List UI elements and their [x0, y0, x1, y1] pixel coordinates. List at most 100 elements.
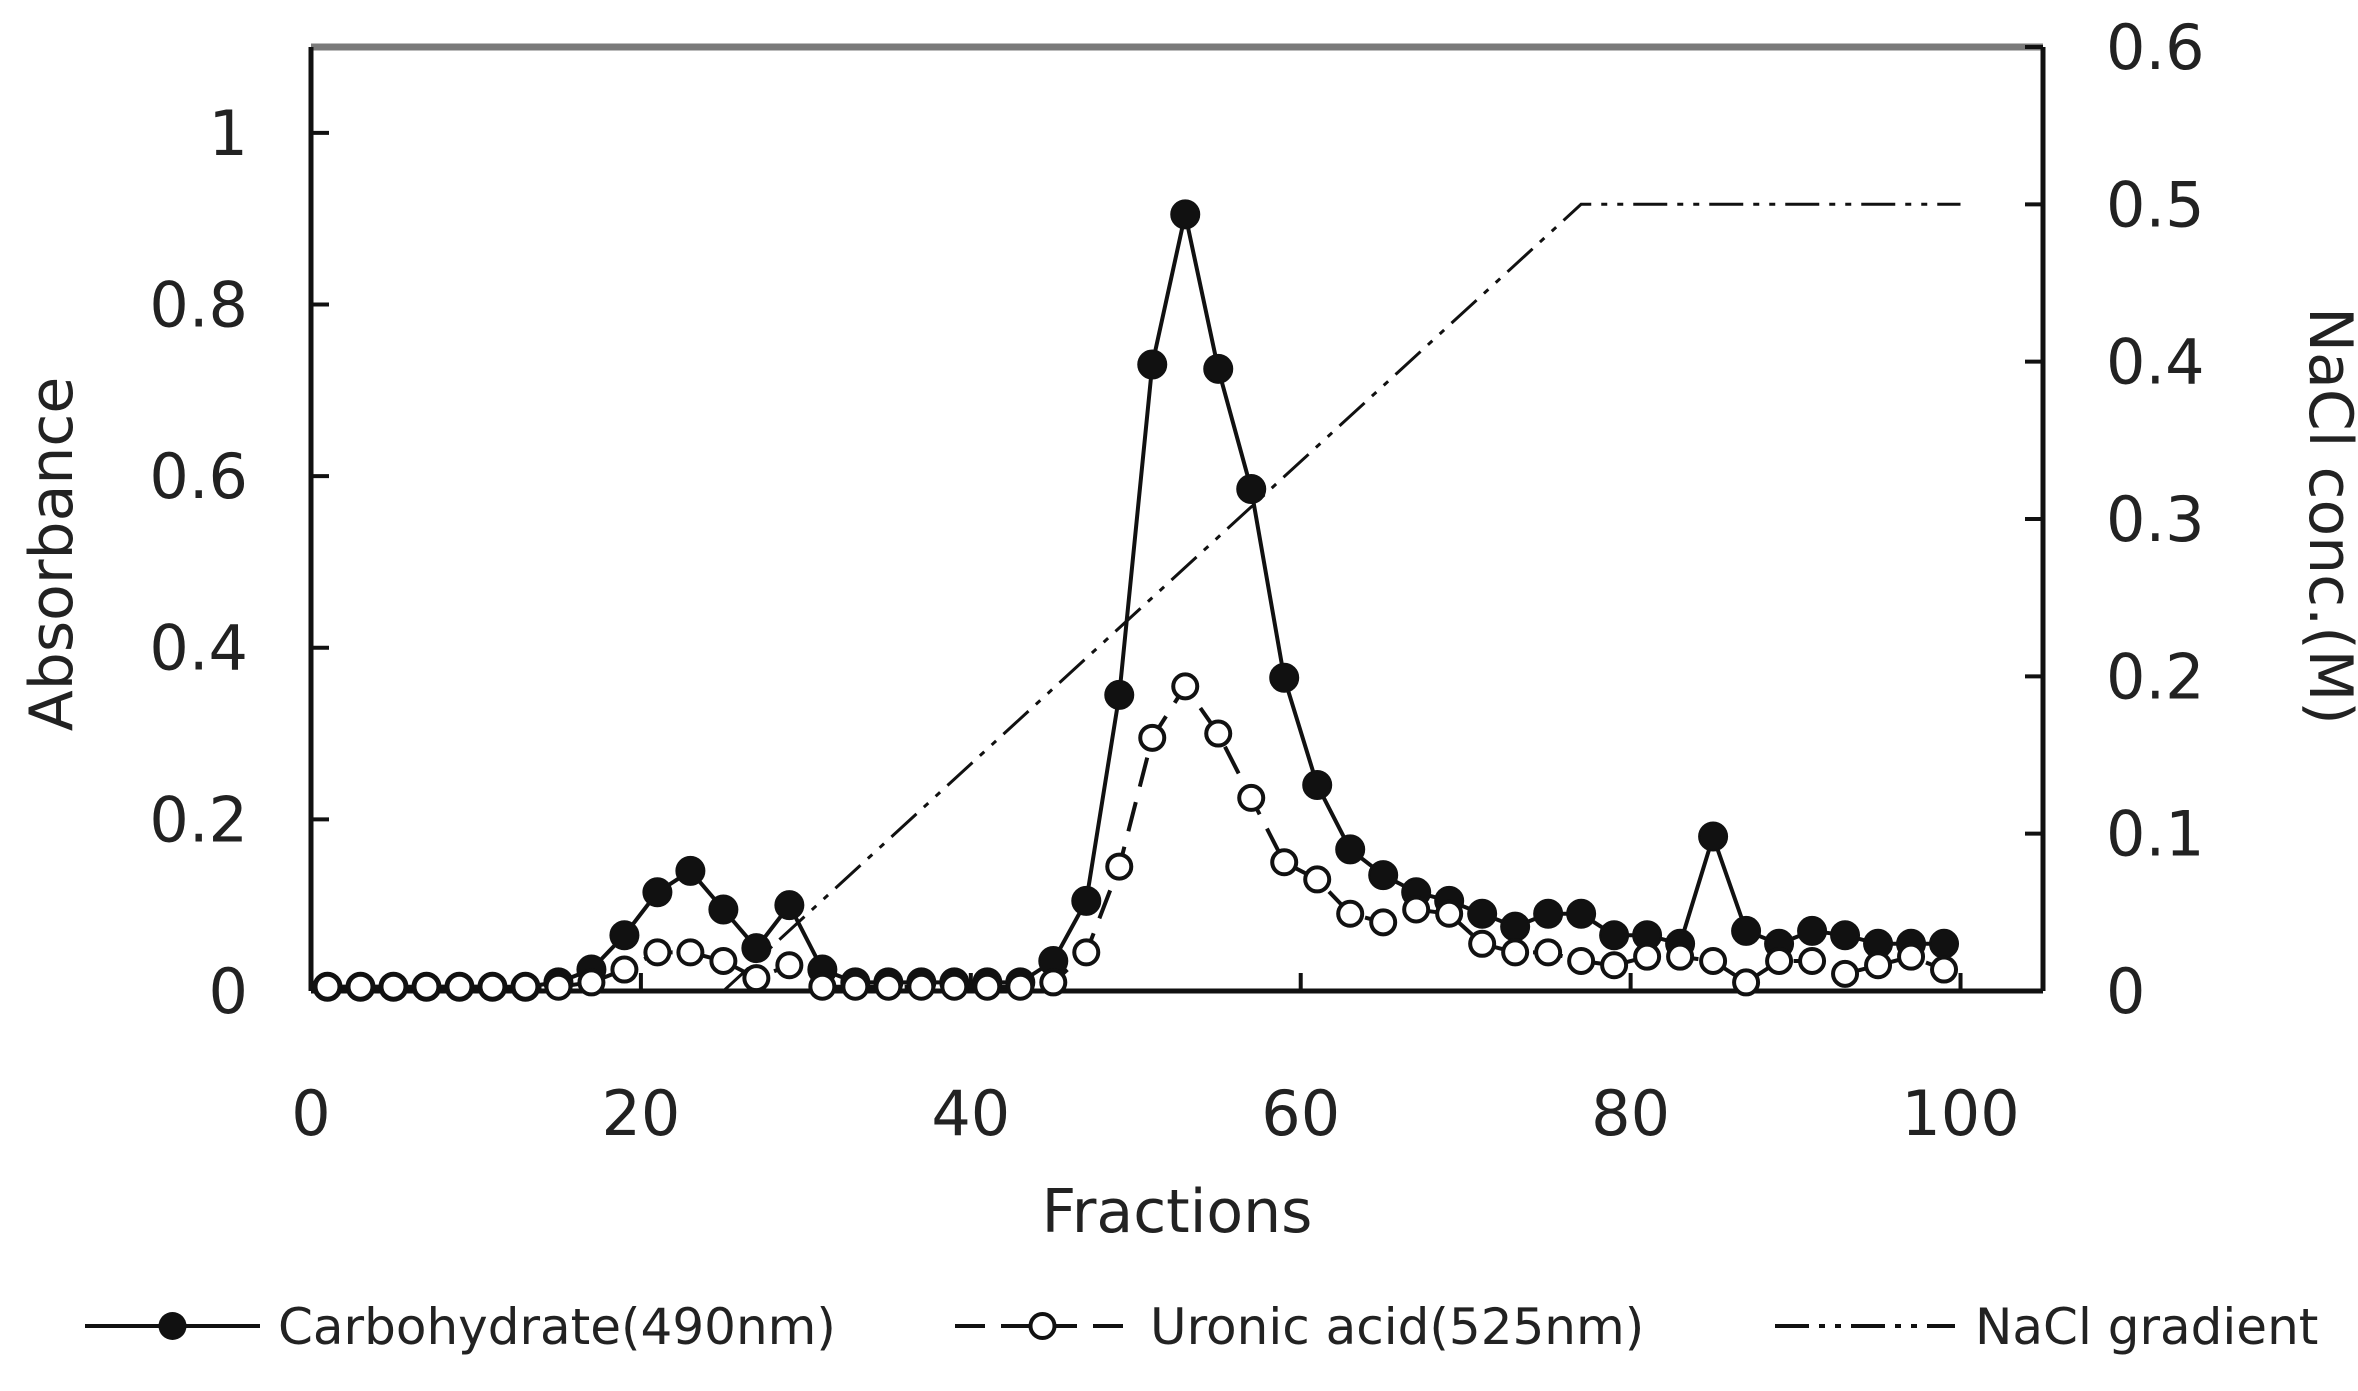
data-point-1: [412, 972, 441, 1001]
data-point-1: [874, 972, 903, 1001]
data-point-1: [1435, 899, 1464, 928]
data-point-1: [1336, 899, 1365, 928]
data-point-1: [643, 938, 672, 967]
data-point-1: [1732, 968, 1761, 997]
data-point-1: [1798, 946, 1827, 975]
y-tick-label: 0.4: [149, 612, 248, 685]
data-point-0: [1929, 928, 1960, 959]
data-point-1: [544, 972, 573, 1001]
legend-label-2: NaCl gradient: [1975, 1298, 2318, 1356]
data-point-1: [1006, 972, 1035, 1001]
data-point-1: [445, 972, 474, 1001]
data-point-0: [1335, 834, 1366, 865]
data-point-1: [1864, 951, 1893, 980]
data-point-1: [1105, 852, 1134, 881]
data-point-0: [1368, 860, 1399, 891]
data-point-0: [1731, 915, 1762, 946]
y-tick-label: 0: [209, 955, 248, 1028]
y2-axis-title: NaCl conc.(M): [2295, 307, 2358, 725]
data-point-1: [973, 972, 1002, 1001]
data-point-0: [1533, 898, 1564, 929]
data-point-1: [1897, 942, 1926, 971]
data-point-1: [1237, 783, 1266, 812]
data-point-0: [1302, 770, 1333, 801]
y2-tick-label: 0.2: [2106, 640, 2205, 713]
y2-tick-label: 0.4: [2106, 326, 2205, 399]
x-tick-label: 100: [1901, 1077, 2019, 1150]
legend-marker-0: [158, 1312, 187, 1340]
legend-label-1: Uronic acid(525nm): [1150, 1298, 1644, 1356]
data-point-1: [1138, 723, 1167, 752]
data-point-0: [1203, 353, 1234, 384]
y-tick-label: 0.8: [149, 268, 248, 341]
data-point-0: [1269, 662, 1300, 693]
data-point-0: [1071, 885, 1102, 916]
data-point-0: [1104, 679, 1135, 710]
data-point-0: [741, 933, 772, 964]
data-point-1: [1765, 946, 1794, 975]
series-line-2: [722, 202, 1961, 993]
data-point-0: [1830, 920, 1861, 951]
data-point-0: [1566, 898, 1597, 929]
data-point-1: [775, 951, 804, 980]
data-point-1: [1468, 929, 1497, 958]
data-point-1: [742, 964, 771, 993]
data-point-1: [1369, 908, 1398, 937]
data-point-0: [1137, 349, 1168, 380]
data-point-0: [609, 920, 640, 951]
data-point-0: [675, 855, 706, 886]
x-tick-label: 40: [931, 1077, 1010, 1150]
data-point-0: [1170, 199, 1201, 230]
y-axis-title: Absorbance: [17, 377, 87, 732]
data-point-0: [1797, 915, 1828, 946]
data-point-1: [841, 972, 870, 1001]
data-point-1: [1039, 968, 1068, 997]
data-point-1: [610, 955, 639, 984]
data-point-1: [1303, 865, 1332, 894]
y2-tick-label: 0: [2106, 955, 2145, 1028]
data-point-1: [478, 972, 507, 1001]
data-point-1: [808, 972, 837, 1001]
data-point-0: [1500, 911, 1531, 942]
x-axis-title: Fractions: [1042, 1177, 1313, 1247]
legend-label-0: Carbohydrate(490nm): [278, 1298, 836, 1356]
x-tick-label: 0: [291, 1077, 330, 1150]
x-tick-label: 60: [1261, 1077, 1340, 1150]
y2-tick-label: 0.3: [2106, 483, 2205, 556]
data-point-1: [346, 972, 375, 1001]
data-point-1: [907, 972, 936, 1001]
data-point-0: [774, 890, 805, 921]
data-point-1: [1270, 848, 1299, 877]
data-point-1: [676, 938, 705, 967]
data-point-1: [1666, 942, 1695, 971]
data-point-1: [1072, 938, 1101, 967]
y2-tick-label: 0.6: [2106, 11, 2205, 84]
data-point-1: [511, 972, 540, 1001]
data-point-0: [1698, 821, 1729, 852]
data-point-1: [1204, 719, 1233, 748]
data-point-1: [379, 972, 408, 1001]
data-point-0: [642, 877, 673, 908]
data-point-0: [708, 894, 739, 925]
data-point-1: [940, 972, 969, 1001]
data-point-1: [1930, 955, 1959, 984]
legend-marker-1: [1028, 1312, 1057, 1340]
data-point-0: [1599, 920, 1630, 951]
data-point-1: [1501, 938, 1530, 967]
data-point-1: [1171, 672, 1200, 701]
x-tick-label: 80: [1591, 1077, 1670, 1150]
data-point-1: [709, 946, 738, 975]
data-point-1: [1633, 942, 1662, 971]
y2-tick-label: 0.1: [2106, 798, 2205, 871]
y2-tick-label: 0.5: [2106, 168, 2205, 241]
data-point-0: [1467, 898, 1498, 929]
data-point-1: [1600, 951, 1629, 980]
data-point-1: [1402, 895, 1431, 924]
data-point-1: [1567, 946, 1596, 975]
data-point-0: [1236, 473, 1267, 504]
data-point-1: [1534, 938, 1563, 967]
y-tick-label: 0.2: [149, 783, 248, 856]
x-tick-label: 20: [601, 1077, 680, 1150]
y-tick-label: 0.6: [149, 440, 248, 513]
